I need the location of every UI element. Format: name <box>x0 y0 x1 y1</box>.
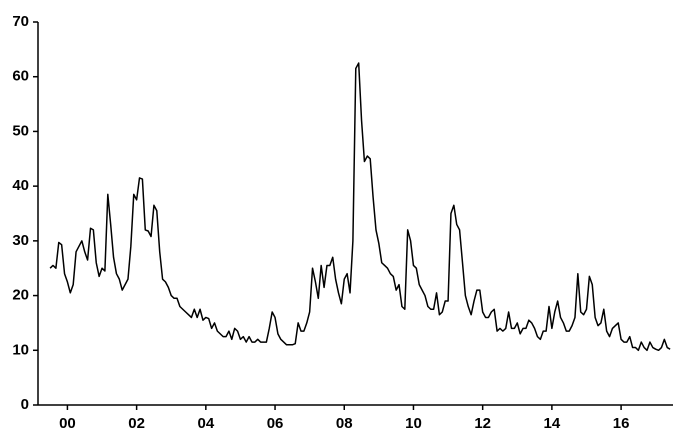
line <box>49 62 671 352</box>
y-tick-label: 60 <box>12 68 29 85</box>
y-tick-label: 20 <box>12 287 29 304</box>
y-tick-label: 50 <box>12 122 29 139</box>
y-tick-label: 40 <box>12 177 29 194</box>
y-tick-label: 0 <box>21 396 29 413</box>
x-tick-label: 00 <box>59 415 76 432</box>
y-tick-label: 10 <box>12 341 29 358</box>
x-tick-label: 02 <box>128 415 145 432</box>
y-tick-label: 30 <box>12 232 29 249</box>
x-tick-label: 16 <box>613 415 630 432</box>
x-tick-label: 12 <box>474 415 491 432</box>
y-tick-label: 70 <box>12 13 29 30</box>
x-tick-label: 10 <box>405 415 422 432</box>
x-tick-label: 14 <box>544 415 561 432</box>
x-tick-label: 08 <box>336 415 353 432</box>
x-tick-label: 06 <box>267 415 284 432</box>
x-tick-label: 04 <box>197 415 214 432</box>
